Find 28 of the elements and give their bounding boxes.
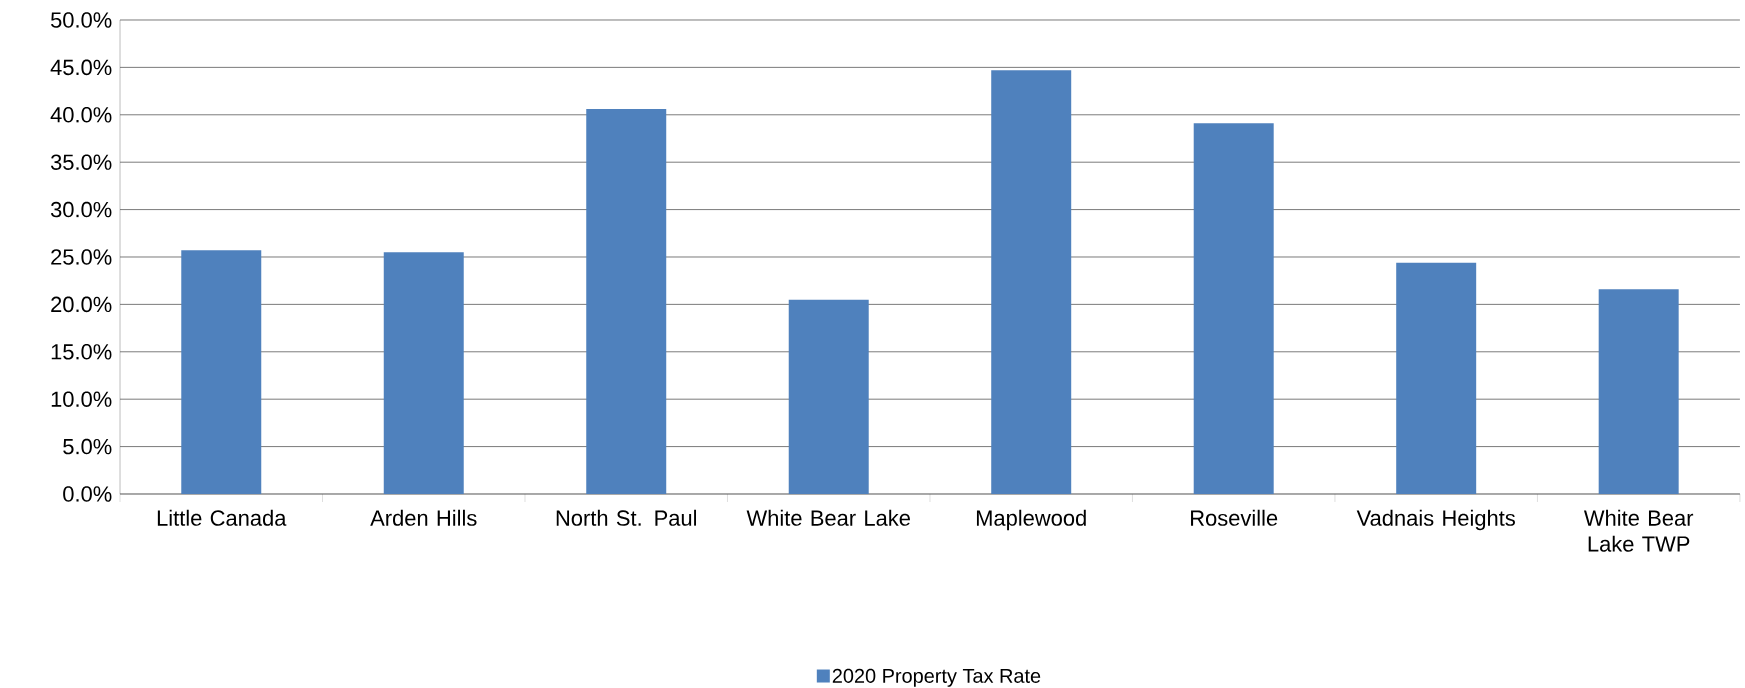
y-tick-label: 45.0% — [50, 59, 112, 76]
x-tick-label: Maplewood — [976, 509, 1086, 531]
y-tick-label: 15.0% — [51, 343, 112, 360]
y-tick-label: 20.0% — [51, 296, 112, 313]
y-tick-label: 25.0% — [51, 249, 112, 265]
y-tick-label: 35.0% — [50, 154, 112, 170]
x-tick-label: Roseville — [1191, 509, 1278, 526]
x-tick-label: White Bear Lake — [746, 509, 910, 526]
bar — [181, 250, 262, 494]
y-tick-label: 0.0% — [63, 486, 112, 502]
y-tick-label: 50.0% — [50, 12, 112, 28]
bar — [586, 109, 667, 494]
y-tick-label: 5.0% — [63, 438, 112, 455]
y-tick-label: 30.0% — [50, 201, 112, 218]
x-tick-label: Vadnais Heights — [1356, 509, 1515, 531]
y-tick-label: 10.0% — [51, 391, 112, 407]
x-tick-label: Little Canada — [157, 509, 287, 526]
y-tick-label: 40.0% — [50, 106, 112, 123]
bar — [788, 299, 869, 494]
bar — [1598, 289, 1679, 494]
bar — [1193, 123, 1274, 494]
bar — [383, 252, 464, 494]
x-tick-label: Arden Hills — [370, 509, 477, 526]
x-tick-label: North St. Paul — [556, 509, 697, 526]
bar — [1396, 262, 1477, 494]
bar — [991, 70, 1072, 494]
legend-label: 2020 Property Tax Rate — [832, 668, 1041, 687]
x-tick-label: White Bear Lake TWP — [1583, 509, 1694, 552]
